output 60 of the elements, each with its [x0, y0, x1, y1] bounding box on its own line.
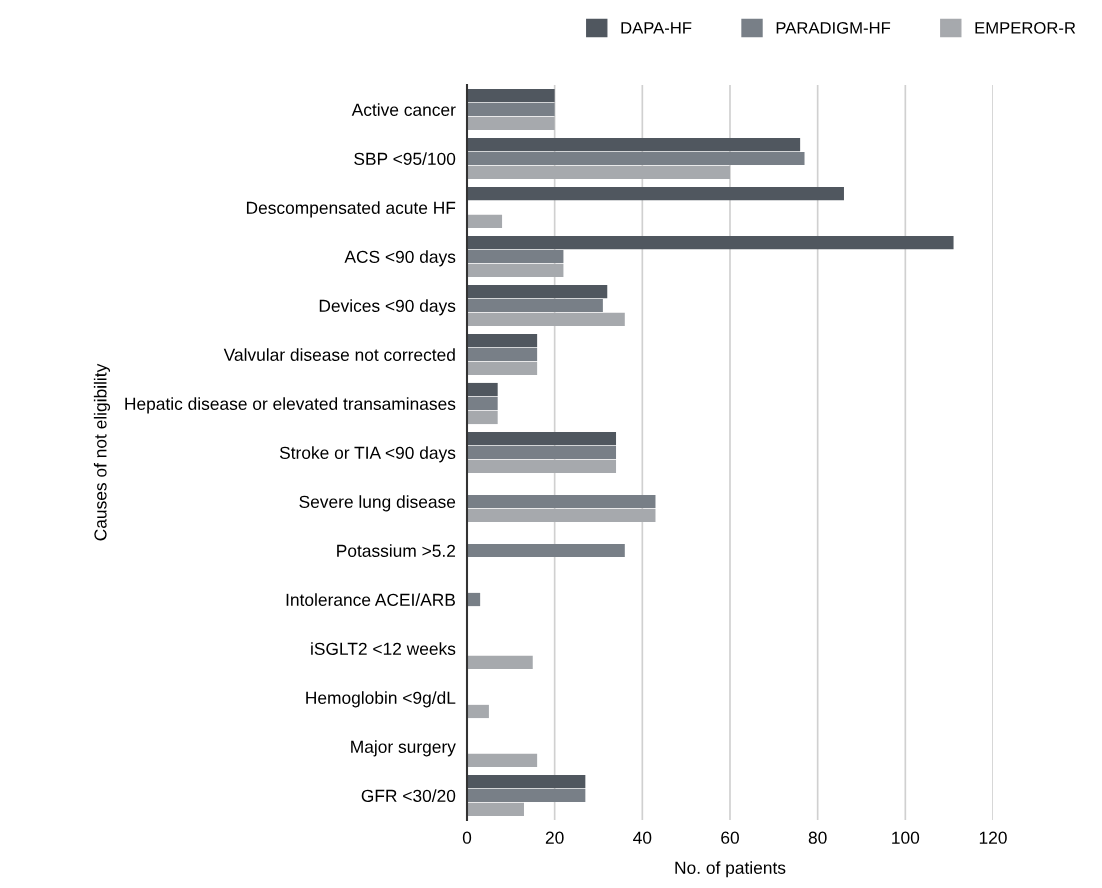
y-tick-label: Valvular disease not corrected: [223, 348, 455, 361]
bar: [467, 655, 533, 670]
legend-label: EMPEROR-R: [975, 21, 1076, 34]
bar: [467, 802, 524, 817]
y-tick-label: Severe lung disease: [299, 495, 456, 512]
x-tick-label: 60: [721, 831, 739, 844]
y-tick-label: SBP <95/100: [354, 152, 456, 165]
bar: [467, 347, 538, 362]
bar: [467, 284, 608, 299]
x-tick-label: 80: [808, 831, 827, 844]
bar: [467, 116, 555, 131]
x-tick-label: 120: [979, 831, 1007, 844]
legend-label: DAPA-HF: [621, 22, 692, 34]
bar: [467, 249, 564, 264]
bar: [467, 137, 801, 152]
bar: [467, 361, 538, 376]
bar: [467, 459, 617, 474]
y-tick-label: Active cancer: [351, 103, 456, 116]
bar: [467, 753, 538, 768]
bar: [467, 186, 844, 201]
x-tick-label: 0: [462, 831, 472, 844]
bar: [467, 431, 617, 446]
bar: [467, 508, 656, 523]
x-tick-label: 40: [633, 831, 652, 844]
bar: [467, 151, 805, 166]
bar: [467, 704, 489, 719]
legend-label: PARADIGM-HF: [776, 21, 891, 34]
y-tick-label: iSGLT2 <12 weeks: [311, 642, 456, 655]
x-axis-title: No. of patients: [675, 861, 786, 878]
y-tick-label: Major surgery: [351, 740, 456, 757]
bar: [467, 165, 730, 180]
bar: [467, 396, 498, 411]
bar: [467, 88, 555, 103]
y-tick-label: Devices <90 days: [319, 299, 456, 316]
bar: [467, 312, 625, 327]
bar: [467, 543, 625, 558]
y-tick-label: Potassium >5.2: [337, 544, 456, 557]
y-tick-label: GFR <30/20: [361, 789, 456, 802]
bar: [467, 263, 564, 278]
bar: [467, 410, 498, 425]
y-axis-title: Causes of not eligibility: [93, 363, 111, 541]
bar: [467, 298, 603, 313]
bar: [467, 445, 617, 460]
y-tick-label: Hepatic disease or elevated transaminases: [125, 397, 456, 414]
x-tick-label: 100: [892, 831, 920, 844]
y-tick-label: Descompensated acute HF: [246, 201, 456, 218]
y-tick-label: ACS <90 days: [344, 250, 456, 267]
bar: [467, 774, 586, 789]
x-tick-label: 20: [545, 831, 564, 844]
y-tick-label: Intolerance ACEI/ARB: [286, 593, 455, 606]
bar: [467, 102, 555, 117]
bar: [467, 494, 656, 509]
bar: [467, 333, 538, 348]
y-tick-label: Hemoglobin <9g/dL: [306, 691, 456, 708]
bar: [467, 592, 481, 607]
y-tick-label: Stroke or TIA <90 days: [279, 446, 456, 463]
bar: [467, 235, 954, 250]
bar: [467, 788, 586, 803]
bar: [467, 214, 503, 229]
bar: [467, 382, 498, 397]
